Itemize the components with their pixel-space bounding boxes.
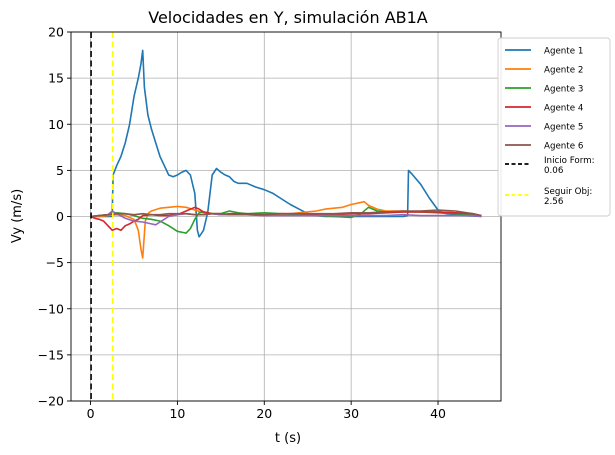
y-axis-label: Vy (m/s) [10,189,25,243]
y-tick-label: 10 [48,117,64,132]
legend: Agente 1 Agente 2 Agente 3 Agente 4 Agente 5… [497,37,611,217]
series-line-agente-4 [90,206,482,232]
legend-item-agente-1: Agente 1 [505,47,583,57]
legend-label: Agente 2 [544,66,583,76]
y-tick-label: −10 [38,301,64,316]
legend-item-agente-2: Agente 2 [505,66,583,76]
plot-area: 0 10 20 30 40 −20 −15 −10 −5 0 5 10 15 20 [38,25,502,421]
chart-title: Velocidades en Y, simulación AB1A [148,8,428,27]
x-tick-label: 10 [169,406,185,421]
legend-label: Agente 1 [544,47,583,57]
legend-label: Agente 6 [544,142,583,152]
y-tick-label: 0 [56,209,64,224]
legend-item-agente-4: Agente 4 [505,104,584,114]
legend-label: Agente 4 [544,104,584,114]
x-tick-label: 0 [87,406,95,421]
legend-label: Agente 5 [544,123,583,133]
y-tick-label: 15 [48,71,64,86]
x-tick-label: 30 [343,406,359,421]
y-tick-label: −20 [38,394,64,409]
legend-item-seguir-obj: Seguir Obj: 2.56 [505,187,592,207]
y-tick-label: 5 [56,163,64,178]
legend-label: Seguir Obj: 2.56 [544,187,592,207]
x-tick-label: 20 [256,406,272,421]
legend-item-agente-3: Agente 3 [505,85,583,95]
legend-label: Agente 3 [544,85,583,95]
legend-item-agente-6: Agente 6 [505,142,583,152]
y-tick-label: −5 [46,255,64,270]
x-tick-label: 40 [430,406,446,421]
legend-item-inicio-form: Inicio Form: 0.06 [505,156,595,176]
x-axis-label: t (s) [275,431,301,446]
legend-item-agente-5: Agente 5 [505,123,583,133]
series-group [90,32,482,401]
legend-label: Inicio Form: 0.06 [544,156,595,176]
y-tick-label: 20 [48,25,64,40]
legend-box [497,37,611,217]
y-tick-label: −15 [38,347,64,362]
series-line-agente-6 [90,209,482,218]
